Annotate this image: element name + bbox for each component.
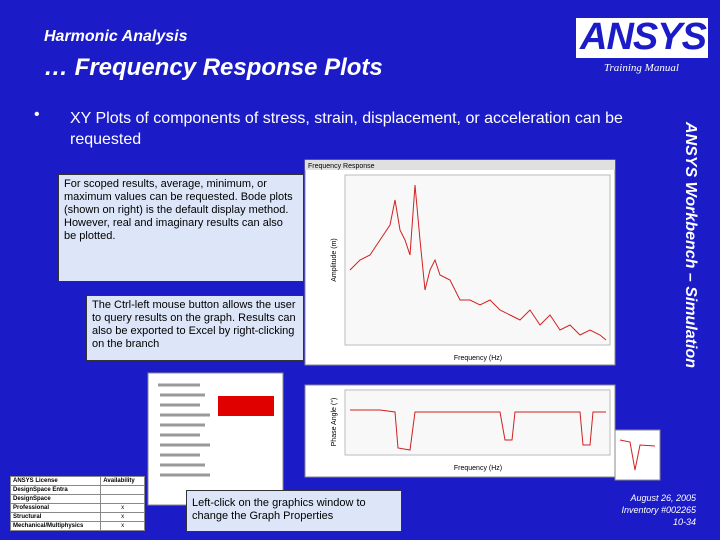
- table-row: Mechanical/Multiphysics x: [9, 521, 145, 531]
- subtitle: … Frequency Response Plots: [44, 54, 383, 81]
- callout: Left-click on the graphics window to cha…: [186, 490, 402, 532]
- table-row: DesignSpace: [9, 494, 145, 504]
- page-number: 10-34: [672, 517, 696, 527]
- table-cell: Professional: [9, 503, 102, 513]
- table-cell: Structural: [9, 512, 102, 522]
- table-cell: [100, 494, 145, 504]
- table-row: DesignSpace Entra: [9, 485, 145, 495]
- table-cell: Mechanical/Multiphysics: [9, 521, 102, 531]
- footer: August 26, 2005 Inventory #002265 10-34: [621, 492, 696, 528]
- license-table: ANSYS License Availability DesignSpace Ent…: [9, 476, 145, 531]
- bullet: XY Plots of components of stress, strain…: [70, 110, 623, 148]
- amplitude-label: Amplitude (m): [331, 238, 338, 282]
- title: Harmonic Analysis: [44, 28, 188, 45]
- table-header: ANSYS License: [9, 476, 102, 486]
- table-cell: x: [100, 521, 145, 531]
- training-label: Training Manual: [604, 62, 679, 74]
- callout: The Ctrl-left mouse button allows the us…: [86, 295, 304, 361]
- license-table-wrap: ANSYS License Availability DesignSpace Ent…: [9, 476, 145, 531]
- table-header: Availability: [100, 476, 145, 486]
- x-label-2: Frequency (Hz): [454, 465, 502, 472]
- logo-box: [576, 18, 708, 58]
- inventory: Inventory #002265: [621, 505, 696, 515]
- table-row: Structural x: [9, 512, 145, 522]
- phase-label: Phase Angle (°): [330, 398, 338, 447]
- table-cell: DesignSpace: [9, 494, 102, 504]
- callout: For scoped results, average, minimum, or…: [58, 174, 304, 282]
- logo: ANSYS: [580, 16, 707, 58]
- date: August 26, 2005: [630, 493, 696, 503]
- table-row: Professional x: [9, 503, 145, 513]
- table-cell: [100, 485, 145, 495]
- table-cell: x: [100, 512, 145, 522]
- plot-title: Frequency Response: [308, 163, 375, 170]
- table-row: ANSYS License Availability: [9, 476, 145, 486]
- x-label: Frequency (Hz): [454, 355, 502, 362]
- table-cell: DesignSpace Entra: [9, 485, 102, 495]
- table-cell: x: [100, 503, 145, 513]
